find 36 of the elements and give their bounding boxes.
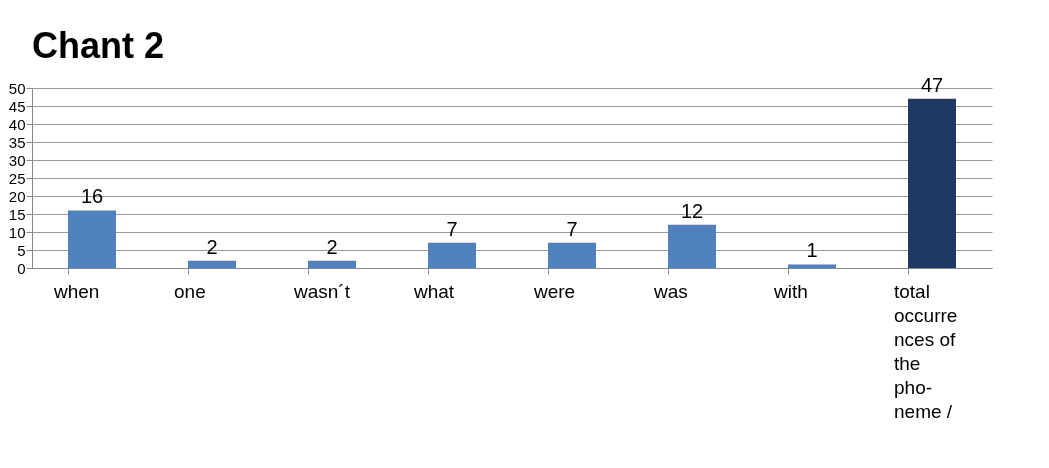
data-label: 7	[566, 217, 578, 240]
x-tick-label: one	[174, 280, 206, 302]
x-tick-label: total occurrences of the pho-neme /	[894, 280, 958, 422]
y-tick-label: 50	[8, 79, 26, 97]
y-tick-label: 40	[8, 115, 26, 133]
x-tick-label: was	[653, 280, 688, 302]
x-tick-label: what	[413, 280, 455, 302]
y-tick-label: 20	[8, 187, 26, 205]
y-tick-label: 45	[8, 97, 26, 115]
bar	[668, 224, 716, 268]
y-tick-label: 30	[8, 151, 26, 169]
bar	[428, 242, 476, 268]
data-label: 47	[920, 73, 944, 96]
data-label: 7	[446, 217, 458, 240]
bar	[68, 210, 116, 268]
data-label: 1	[806, 239, 818, 262]
bar	[548, 242, 596, 268]
data-label: 2	[206, 235, 218, 258]
x-tick-label: when	[53, 280, 100, 302]
y-tick-label: 5	[17, 241, 26, 259]
x-tick-label: with	[773, 280, 808, 302]
bar	[308, 260, 356, 268]
bar	[908, 98, 956, 268]
y-tick-label: 35	[8, 133, 26, 151]
y-tick-label: 15	[8, 205, 26, 223]
y-tick-label: 10	[8, 223, 26, 241]
data-label: 12	[680, 199, 704, 222]
bar	[788, 264, 836, 268]
bar	[188, 260, 236, 268]
y-tick-label: 0	[17, 259, 26, 277]
data-label: 2	[326, 235, 338, 258]
data-label: 16	[80, 185, 104, 208]
x-tick-label: were	[533, 280, 576, 302]
chart-title: Chant 2	[32, 24, 165, 66]
y-tick-label: 25	[8, 169, 26, 187]
x-tick-label: wasn´t	[293, 280, 351, 302]
